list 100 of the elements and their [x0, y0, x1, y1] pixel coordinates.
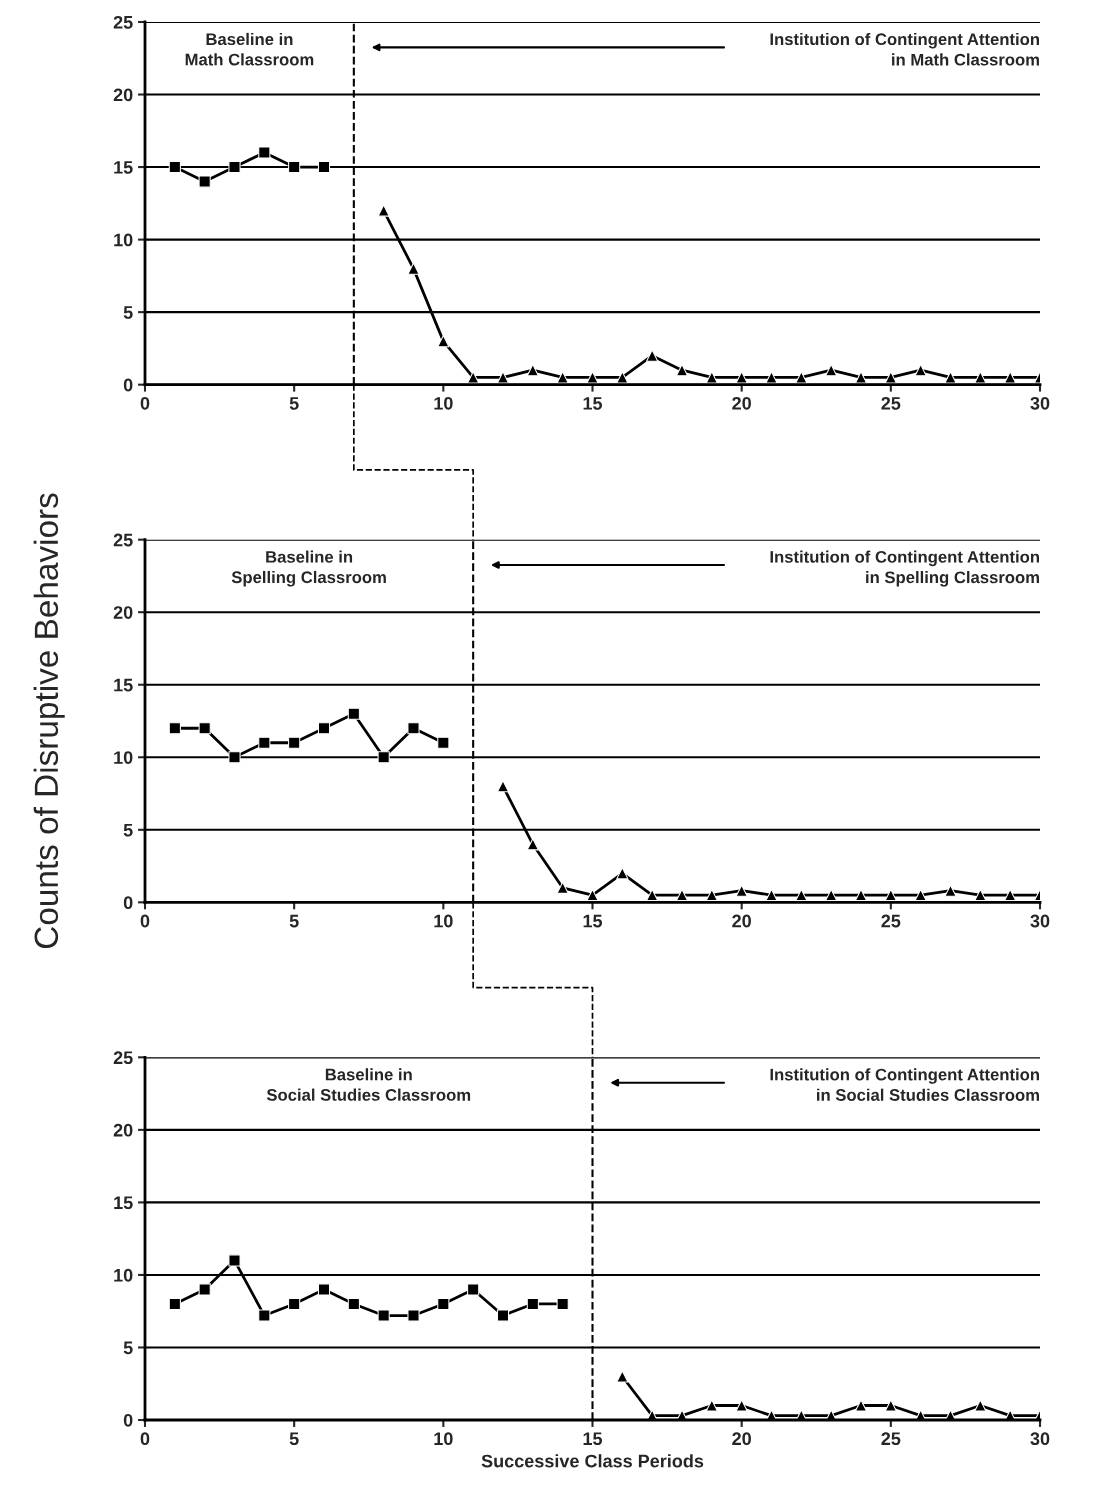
x-tick-label: 15: [583, 914, 603, 928]
x-tick-label: 25: [881, 396, 901, 410]
point: [496, 1309, 510, 1322]
point: [825, 364, 838, 377]
point: [705, 1399, 718, 1412]
point: [168, 160, 181, 174]
point: [377, 751, 390, 764]
x-tick-label: 20: [732, 396, 751, 410]
point: [854, 371, 868, 384]
y-tick-label: 5: [123, 823, 133, 837]
x-tick-label: 5: [289, 914, 299, 928]
x-tick-label: 15: [583, 397, 603, 410]
point: [198, 175, 211, 188]
point: [317, 722, 331, 735]
x-tick-label: 15: [583, 1432, 603, 1446]
y-tick-label: 15: [114, 161, 133, 174]
y-tick-label: 20: [113, 606, 133, 619]
point: [258, 146, 271, 159]
point: [288, 160, 301, 174]
y-axis-title: Counts of Disruptive Behaviors: [33, 493, 65, 949]
point: [795, 371, 808, 384]
point: [317, 1283, 331, 1296]
point: [735, 371, 748, 384]
x-tick-label: 0: [140, 914, 150, 928]
point: [675, 889, 689, 902]
x-tick-label: 20: [732, 1432, 751, 1446]
point: [675, 364, 689, 377]
x-tick-label: 30: [1030, 914, 1050, 928]
x-tick-label: 10: [434, 396, 453, 410]
ref-line-label: Institution of Contingent Attention in Social Studies Classroom: [770, 1068, 1039, 1101]
x-tick-label: 0: [140, 396, 150, 410]
x-tick-label: 5: [289, 397, 299, 410]
point: [467, 1283, 480, 1296]
y-tick-label: 0: [123, 896, 133, 910]
ref-line-label: Institution of Contingent Attention in Spelling Classroom: [770, 550, 1039, 587]
x-tick-label: 30: [1030, 396, 1050, 410]
point: [437, 1297, 450, 1311]
annotation: Baseline in Social Studies Classroom: [266, 1068, 471, 1101]
point: [884, 1399, 897, 1412]
x-tick-label: 30: [1030, 1432, 1050, 1446]
point: [884, 371, 897, 384]
point: [198, 722, 211, 735]
point: [496, 780, 510, 793]
point: [467, 371, 480, 384]
point: [228, 160, 241, 174]
y-tick-label: 10: [114, 1268, 133, 1282]
point: [526, 838, 539, 851]
point: [437, 736, 450, 749]
y-tick-label: 15: [114, 678, 133, 692]
y-tick-label: 10: [114, 751, 133, 764]
point: [1004, 371, 1017, 384]
x-tick-label: 10: [434, 1432, 453, 1446]
point: [407, 262, 420, 275]
point: [198, 1283, 211, 1296]
point: [616, 867, 629, 880]
point: [258, 1309, 271, 1322]
ref-line-label: Institution of Contingent Attention in Math Classroom: [770, 32, 1039, 66]
x-axis-title: Successive Class Periods: [481, 1454, 704, 1468]
y-tick-label: 0: [123, 378, 133, 392]
point: [407, 722, 420, 735]
point: [556, 371, 569, 384]
point: [526, 1297, 539, 1311]
point: [347, 1297, 360, 1311]
point: [377, 1309, 390, 1322]
x-tick-label: 0: [140, 1432, 150, 1446]
x-tick-label: 10: [434, 914, 453, 928]
y-tick-label: 20: [113, 88, 133, 102]
x-tick-label: 25: [881, 1432, 901, 1446]
point: [526, 364, 539, 377]
point: [914, 364, 927, 377]
y-tick-label: 25: [113, 533, 133, 547]
y-tick-label: 0: [123, 1413, 133, 1427]
point: [437, 335, 450, 348]
x-tick-label: 5: [289, 1432, 299, 1446]
point: [974, 371, 987, 384]
point: [854, 889, 868, 902]
point: [288, 1297, 301, 1311]
y-tick-label: 25: [113, 15, 133, 29]
y-tick-label: 20: [113, 1123, 133, 1137]
y-tick-label: 15: [114, 1196, 133, 1210]
y-tick-label: 10: [114, 233, 133, 247]
point: [347, 707, 360, 720]
point: [317, 160, 331, 174]
point: [168, 722, 181, 735]
point: [854, 1399, 868, 1412]
point: [288, 736, 301, 749]
point: [616, 371, 629, 384]
annotation: Baseline in Math Classroom: [185, 32, 314, 66]
y-tick-label: 25: [113, 1051, 133, 1065]
x-tick-label: 25: [881, 914, 901, 928]
point: [228, 1254, 241, 1267]
annotation: Baseline in Spelling Classroom: [231, 550, 386, 587]
point: [258, 736, 271, 749]
point: [168, 1297, 181, 1311]
point: [407, 1309, 420, 1322]
point: [705, 371, 718, 384]
point: [496, 371, 510, 384]
point: [646, 349, 659, 362]
point: [556, 1297, 569, 1311]
point: [228, 751, 241, 764]
